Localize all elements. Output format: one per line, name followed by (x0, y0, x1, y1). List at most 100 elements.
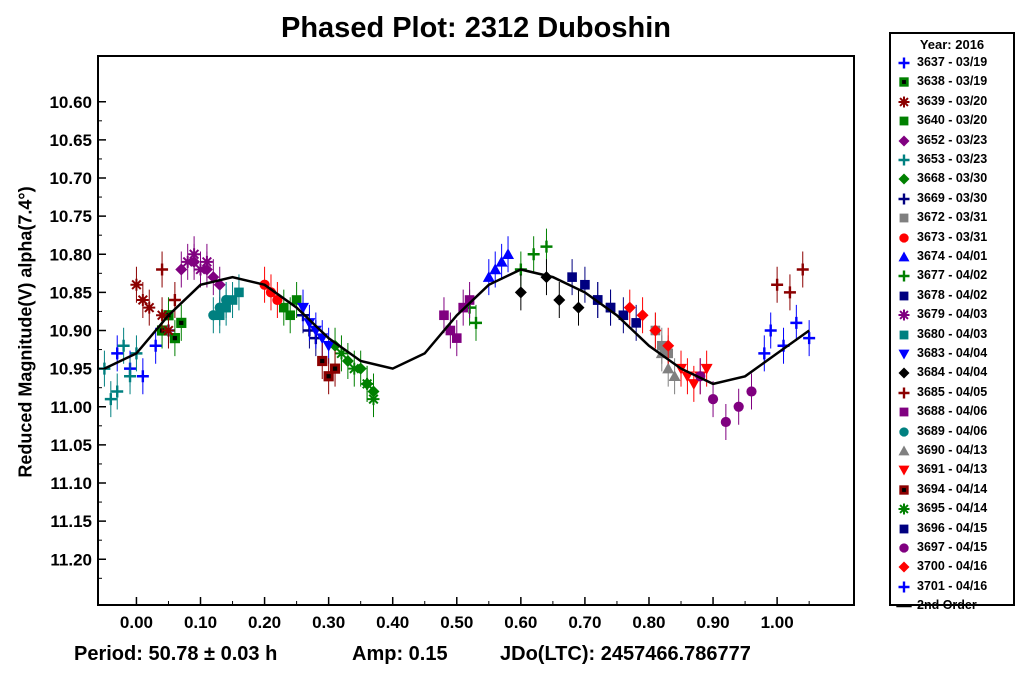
plot-area: 0.00 0.10 0.20 0.30 0.40 0.50 0.60 0.70 0.80 0.90… (49, 55, 855, 632)
y-tick-label: 11.15 (50, 512, 92, 531)
data-point (489, 263, 502, 275)
data-point (618, 310, 629, 321)
legend-item: 2nd Order (891, 597, 1013, 615)
legend-marker-icon (898, 270, 910, 282)
legend-marker-icon (899, 77, 909, 88)
legend-item: 3653 - 03/23 (891, 151, 1013, 169)
legend-marker-icon (899, 543, 909, 553)
legend-item: 3673 - 03/31 (891, 229, 1013, 247)
legend-item: 3652 - 03/23 (891, 132, 1013, 150)
data-point (572, 301, 585, 314)
legend-marker-icon (898, 387, 910, 399)
legend-item: 3684 - 04/04 (891, 364, 1013, 382)
data-point (285, 310, 296, 321)
legend-item: 3695 - 04/14 (891, 500, 1013, 518)
data-point (214, 302, 225, 313)
legend-item: 3701 - 04/16 (891, 578, 1013, 596)
legend-item: 3677 - 04/02 (891, 267, 1013, 285)
legend-marker-icon (898, 309, 910, 321)
legend-label: 3678 - 04/02 (917, 287, 988, 302)
data-point (272, 294, 283, 306)
y-tick-label: 11.20 (50, 550, 92, 569)
data-point (303, 318, 316, 329)
data-point (700, 363, 713, 375)
legend-label: 3695 - 04/14 (917, 501, 988, 516)
data-point (130, 278, 143, 291)
data-point (329, 363, 341, 374)
data-point (348, 362, 361, 375)
data-point (495, 255, 508, 267)
data-point (322, 340, 335, 352)
data-point (208, 310, 219, 321)
x-tick-label: 0.30 (312, 613, 345, 632)
data-point (181, 255, 194, 268)
x-tick-label: 0.80 (632, 613, 665, 632)
data-point (162, 324, 175, 337)
data-point (482, 271, 495, 282)
y-tick-label: 11.00 (50, 398, 92, 417)
legend-item: 3697 - 04/15 (891, 539, 1013, 557)
data-point (668, 370, 681, 382)
data-point (104, 393, 117, 406)
data-point (746, 386, 757, 397)
data-point (143, 301, 156, 314)
legend-item: 3678 - 04/02 (891, 287, 1013, 305)
data-point (227, 295, 238, 305)
legend-label: 3638 - 03/19 (917, 74, 988, 89)
legend-item: 3679 - 04/03 (891, 306, 1013, 324)
data-point (470, 316, 482, 329)
legend-label: 3697 - 04/15 (917, 540, 988, 554)
legend-marker-icon (899, 407, 909, 417)
data-point (733, 401, 744, 412)
legend-label: 3689 - 04/06 (917, 423, 988, 438)
legend-label: 3691 - 04/13 (917, 462, 988, 477)
legend-label: 3669 - 03/30 (917, 190, 988, 205)
data-point (124, 370, 137, 383)
data-point (567, 272, 577, 282)
legend-marker-icon (899, 213, 909, 223)
legend-marker-icon (898, 581, 910, 593)
data-point (168, 294, 181, 306)
data-point (464, 295, 475, 305)
legend-label: 3688 - 04/06 (917, 404, 988, 419)
legend-marker-icon (898, 503, 910, 515)
legend-label: 3685 - 04/05 (917, 384, 988, 399)
data-point (149, 339, 162, 352)
data-point (527, 248, 540, 261)
legend-label: 3690 - 04/13 (917, 443, 988, 457)
legend-label: 3683 - 04/04 (917, 346, 988, 360)
data-point (783, 286, 796, 299)
legend-marker-icon (898, 367, 910, 379)
footer: Period: 50.78 ± 0.03 h Amp: 0.15 JDo(LTC… (0, 643, 880, 671)
data-point (502, 248, 515, 260)
data-point (291, 295, 302, 305)
period-text: Period: 50.78 ± 0.03 h (74, 643, 278, 665)
legend-item: 3638 - 03/19 (891, 73, 1013, 91)
legend-title: Year: 2016 (919, 37, 985, 52)
legend-label: 3637 - 03/19 (917, 55, 988, 69)
x-tick-label: 0.50 (440, 613, 473, 632)
legend-label: 3694 - 04/14 (917, 481, 988, 496)
data-point (323, 371, 334, 382)
legend-item: 3685 - 04/05 (891, 384, 1013, 402)
y-tick-label: 10.80 (49, 245, 92, 264)
amp-text: Amp: 0.15 (352, 643, 448, 665)
y-tick-label: 11.10 (50, 474, 92, 493)
legend-marker-icon (898, 445, 910, 456)
data-point (156, 309, 169, 322)
data-point (136, 370, 149, 383)
y-tick-label: 10.85 (49, 283, 92, 302)
y-tick-label: 10.65 (49, 131, 92, 150)
data-point (234, 287, 244, 298)
data-point (592, 295, 603, 305)
data-point (335, 347, 348, 360)
legend-label: 3680 - 04/03 (917, 326, 988, 341)
data-point (200, 255, 213, 268)
x-tick-label: 0.20 (248, 613, 281, 632)
legend-label: 3679 - 04/03 (917, 307, 988, 322)
legend-marker-icon (898, 154, 910, 166)
data-point (514, 286, 527, 299)
legend-item: 3688 - 04/06 (891, 403, 1013, 421)
legend-marker-icon (899, 116, 909, 126)
data-point (367, 393, 380, 406)
